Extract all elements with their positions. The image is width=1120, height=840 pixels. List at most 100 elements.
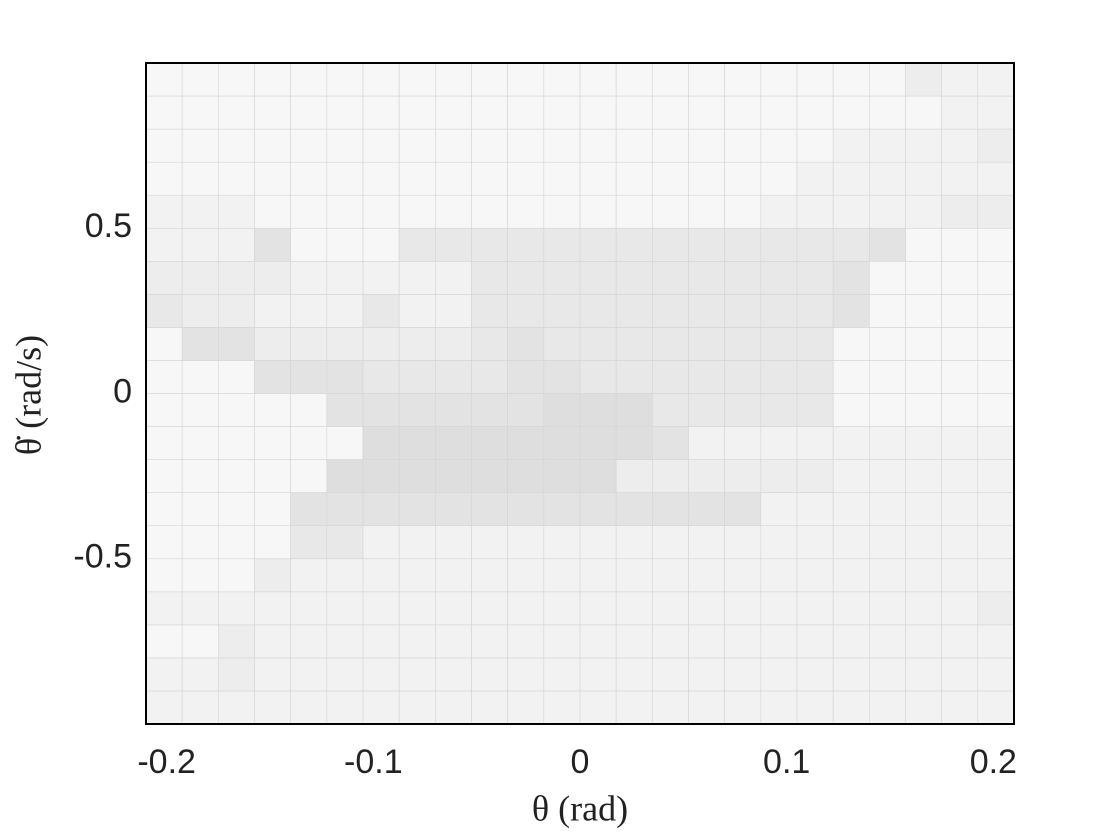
heat-cell xyxy=(941,558,979,593)
heat-cell xyxy=(507,459,545,493)
heat-cell xyxy=(435,558,472,593)
heat-cell xyxy=(905,95,942,130)
heat-cell xyxy=(181,294,219,328)
heat-cell xyxy=(615,558,653,593)
heat-cell xyxy=(362,194,400,229)
heat-cell xyxy=(326,525,364,560)
heat-cell xyxy=(869,95,906,130)
heat-cell xyxy=(181,624,219,659)
heat-cell xyxy=(290,393,328,427)
heat-cell xyxy=(181,161,219,196)
heat-cell xyxy=(435,294,472,328)
heat-cell xyxy=(435,393,472,427)
heat-cell xyxy=(398,690,436,725)
heat-cell xyxy=(869,194,906,229)
heat-cell xyxy=(290,62,328,97)
heat-cell xyxy=(507,161,545,196)
heat-cell xyxy=(254,657,291,692)
heat-cell xyxy=(543,657,581,692)
heat-cell xyxy=(507,624,545,659)
heat-cell xyxy=(615,260,653,295)
heat-cell xyxy=(724,525,762,560)
heat-cell xyxy=(977,426,1015,460)
heat-cell xyxy=(796,393,834,427)
heat-cell xyxy=(507,426,545,460)
heat-cell xyxy=(290,294,328,328)
heat-cell xyxy=(796,690,834,725)
heat-cell xyxy=(796,161,834,196)
heat-cell xyxy=(181,690,219,725)
heat-cell xyxy=(688,426,725,460)
heat-cell xyxy=(760,624,798,659)
heat-cell xyxy=(796,260,834,295)
x-tick-label: -0.1 xyxy=(344,743,403,781)
heat-cell xyxy=(398,492,436,526)
heat-cell xyxy=(181,95,219,130)
heat-cell xyxy=(688,227,725,262)
heat-cell xyxy=(869,393,906,427)
heat-cell xyxy=(688,128,725,163)
heat-cell xyxy=(832,657,870,692)
heat-cell xyxy=(688,690,725,725)
heat-cell xyxy=(471,161,508,196)
heat-cell xyxy=(218,360,255,394)
heat-cell xyxy=(905,393,942,427)
heat-cell xyxy=(905,227,942,262)
y-tick-label: 0 xyxy=(113,372,132,410)
heat-cell xyxy=(326,128,364,163)
heat-cell xyxy=(579,227,617,262)
heat-cell xyxy=(362,161,400,196)
heat-cell xyxy=(724,360,762,394)
heat-cell xyxy=(688,360,725,394)
heat-cell xyxy=(398,62,436,97)
heat-cell xyxy=(290,624,328,659)
heat-cell xyxy=(543,161,581,196)
heat-cell xyxy=(579,62,617,97)
heat-cell xyxy=(652,95,689,130)
heat-cell xyxy=(688,624,725,659)
heat-cell xyxy=(362,492,400,526)
heat-cell xyxy=(543,393,581,427)
heat-cell xyxy=(507,62,545,97)
heat-cell xyxy=(724,294,762,328)
heat-cell xyxy=(362,393,400,427)
heat-cell xyxy=(398,327,436,361)
heat-cell xyxy=(181,657,219,692)
heat-cell xyxy=(362,360,400,394)
heat-cell xyxy=(435,657,472,692)
heat-cell xyxy=(326,62,364,97)
heat-cell xyxy=(435,62,472,97)
heat-cell xyxy=(218,492,255,526)
heat-cell xyxy=(760,161,798,196)
heat-cell xyxy=(760,426,798,460)
heat-cell xyxy=(290,558,328,593)
heat-cell xyxy=(254,459,291,493)
heat-cell xyxy=(435,459,472,493)
heat-cell xyxy=(760,327,798,361)
heat-cell xyxy=(760,591,798,626)
heat-cell xyxy=(832,624,870,659)
heat-cell xyxy=(145,161,183,196)
heat-cell xyxy=(652,62,689,97)
heat-cell xyxy=(832,393,870,427)
heat-cell xyxy=(181,591,219,626)
heat-cell xyxy=(832,558,870,593)
heat-cell xyxy=(145,95,183,130)
heat-cell xyxy=(832,525,870,560)
heat-cell xyxy=(254,260,291,295)
heat-cell xyxy=(832,426,870,460)
heat-cell xyxy=(832,360,870,394)
heat-cell xyxy=(977,128,1015,163)
heat-cell xyxy=(869,426,906,460)
heat-cell xyxy=(977,95,1015,130)
heat-cell xyxy=(579,294,617,328)
heat-cell xyxy=(326,327,364,361)
heat-cell xyxy=(869,161,906,196)
heat-cell xyxy=(977,327,1015,361)
heat-cell xyxy=(254,426,291,460)
heat-cell xyxy=(471,426,508,460)
heat-cell xyxy=(398,459,436,493)
heat-cell xyxy=(398,525,436,560)
heat-cell xyxy=(398,227,436,262)
heat-cell xyxy=(652,128,689,163)
